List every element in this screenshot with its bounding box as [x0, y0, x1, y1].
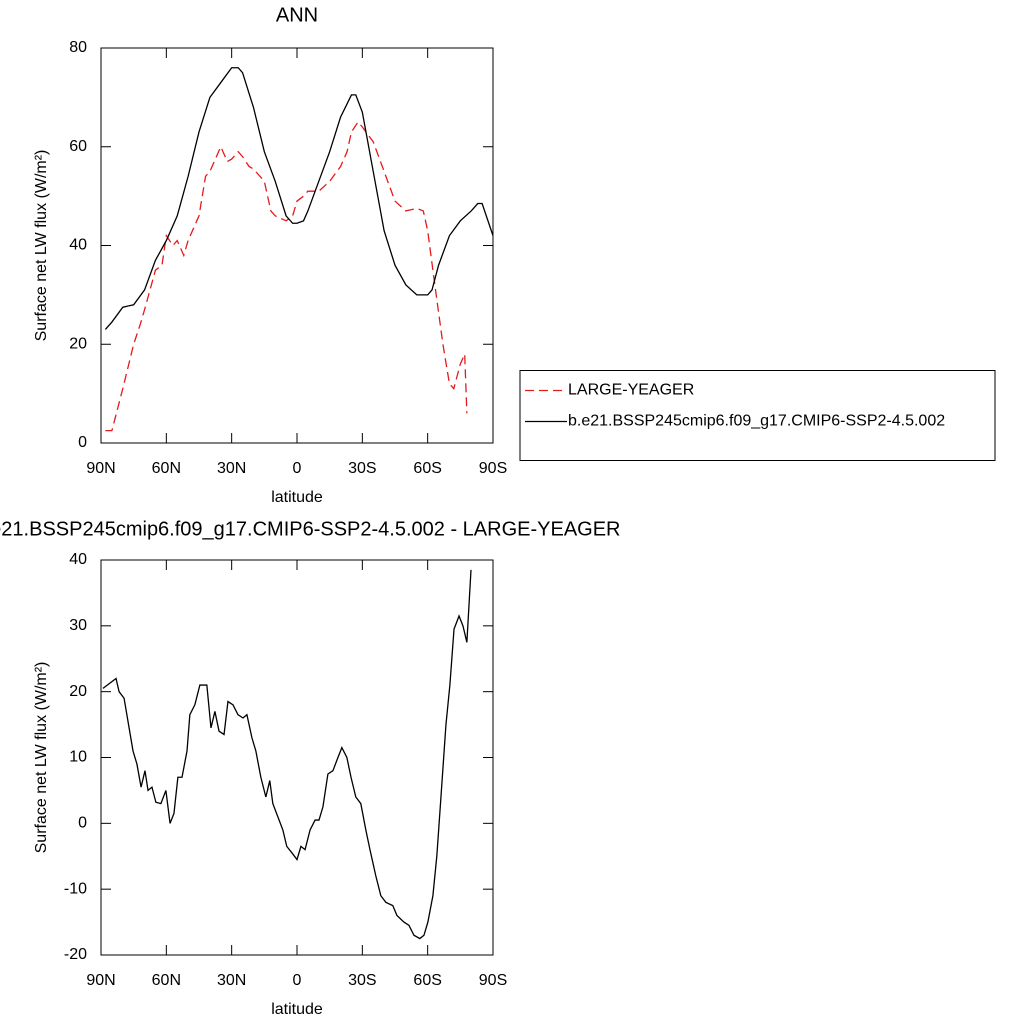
y-tick-label: 0 — [78, 815, 87, 832]
x-tick-label: 60S — [413, 972, 441, 989]
chart-title: b.e21.BSSP245cmip6.f09_g17.CMIP6-SSP2-4.… — [0, 518, 621, 540]
y-axis-label: Surface net LW flux (W/m²) — [33, 150, 50, 342]
x-tick-label: 0 — [293, 972, 302, 989]
x-tick-label: 30N — [217, 972, 246, 989]
y-tick-label: 10 — [69, 749, 87, 766]
x-tick-label: 90N — [86, 972, 115, 989]
x-tick-label: 90S — [479, 460, 507, 477]
y-tick-label: 0 — [78, 434, 87, 451]
y-tick-label: 20 — [69, 683, 87, 700]
data-line — [104, 67, 493, 330]
y-tick-label: 20 — [69, 335, 87, 352]
x-tick-label: 90N — [86, 460, 115, 477]
x-tick-label: 90S — [479, 972, 507, 989]
y-axis-label: Surface net LW flux (W/m²) — [33, 662, 50, 854]
x-axis-label: latitude — [271, 1001, 323, 1018]
y-tick-label: 60 — [69, 138, 87, 155]
data-line — [105, 120, 468, 432]
legend-box — [519, 370, 996, 461]
data-line — [102, 569, 472, 940]
y-tick-label: -20 — [64, 946, 87, 963]
y-tick-label: 40 — [69, 237, 87, 254]
y-tick-label: 30 — [69, 617, 87, 634]
x-tick-label: 30S — [348, 460, 376, 477]
plot-frame — [100, 47, 494, 444]
legend-label: LARGE-YEAGER — [568, 382, 694, 399]
y-tick-label: 80 — [69, 39, 87, 56]
x-tick-label: 30S — [348, 972, 376, 989]
x-axis-label: latitude — [271, 489, 323, 506]
plot-area — [102, 569, 472, 940]
plot-frame — [100, 559, 494, 956]
legend-label: b.e21.BSSP245cmip6.f09_g17.CMIP6-SSP2-4.… — [568, 413, 945, 430]
y-tick-label: 40 — [69, 551, 87, 568]
x-tick-label: 30N — [217, 460, 246, 477]
x-tick-label: 60S — [413, 460, 441, 477]
x-tick-label: 0 — [293, 460, 302, 477]
x-tick-label: 60N — [152, 460, 181, 477]
plot-area — [104, 67, 493, 432]
chart-title: ANN — [276, 4, 318, 26]
y-tick-label: -10 — [64, 880, 87, 897]
x-tick-label: 60N — [152, 972, 181, 989]
